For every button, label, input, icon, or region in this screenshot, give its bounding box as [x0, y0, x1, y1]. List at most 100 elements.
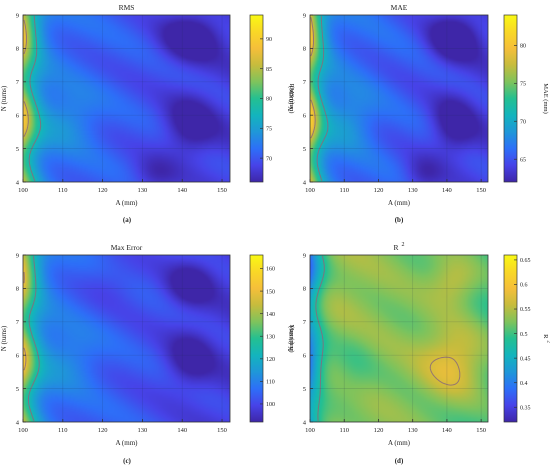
x-tick-label: 140 — [442, 427, 452, 434]
x-tick-label: 130 — [138, 187, 148, 194]
colorbar-tick-label: 75 — [266, 127, 272, 133]
y-tick-label: 7 — [16, 319, 20, 326]
panel-tag: (b) — [395, 216, 404, 224]
y-tick-label: 4 — [16, 179, 20, 186]
x-tick-label: 110 — [58, 427, 68, 434]
colorbar: 0.35 0.4 0.45 0.5 0.55 0.6 0.65 R2 — [503, 254, 550, 423]
y-tick-label: 9 — [303, 12, 306, 19]
colorbar-tick-label: 0.5 — [520, 332, 528, 338]
colorbar-tick-label: 0.6 — [520, 283, 528, 289]
plot-frame — [309, 254, 489, 423]
y-tick-label: 5 — [303, 146, 306, 153]
colorbar-label: Max (mm) — [288, 325, 295, 353]
y-tick-label: 9 — [16, 12, 19, 19]
panel-tag: (a) — [123, 216, 132, 224]
y-tick-label: 9 — [303, 252, 306, 259]
colorbar-tick-label: 80 — [520, 44, 526, 50]
y-tick-label: 9 — [16, 252, 19, 259]
colorbar: 100 110 120 130 140 150 160 Max (mm) — [249, 254, 295, 423]
contour-line-2 — [23, 19, 29, 137]
chart-title: RMS — [119, 3, 135, 12]
y-tick-label: 4 — [303, 179, 307, 186]
y-tick-label: 7 — [303, 79, 307, 86]
x-tick-label: 120 — [98, 427, 108, 434]
colorbar-label: RMS (mm) — [288, 84, 295, 114]
colorbar-tick-label: 0.45 — [520, 356, 531, 362]
x-tick-label: 120 — [374, 427, 384, 434]
y-axis-label: N (turns) — [287, 325, 295, 351]
y-tick-label: 8 — [303, 46, 306, 53]
x-tick-label: 100 — [305, 427, 315, 434]
y-tick-label: 6 — [16, 113, 20, 120]
chart-panel-3: 100 110 120 130 140 150 4 5 6 7 8 9 Max Error A (mm) N… — [0, 243, 295, 465]
y-tick-label: 4 — [16, 419, 20, 426]
plot-frame — [309, 14, 489, 183]
heatmap-field — [310, 255, 488, 422]
colorbar-tick-label: 65 — [520, 157, 526, 163]
chart-panel-4: 100 110 120 130 140 150 4 5 6 7 8 9 R 2 A (mm) N (turns… — [287, 242, 550, 465]
x-tick-label: 150 — [476, 427, 486, 434]
colorbar-tick-label: 0.55 — [520, 307, 531, 313]
x-tick-label: 100 — [305, 187, 315, 194]
contour-line-1 — [315, 255, 325, 422]
contour-line-2 — [429, 356, 461, 386]
colorbar-tick-label: 150 — [266, 289, 275, 295]
x-tick-label: 130 — [408, 427, 418, 434]
x-tick-label: 110 — [58, 187, 68, 194]
colorbar-tick-label: 80 — [266, 97, 272, 103]
y-tick-label: 7 — [16, 79, 20, 86]
colorbar-label: MAE (mm) — [542, 83, 549, 114]
x-axis-label: A (mm) — [116, 199, 139, 207]
x-tick-label: 150 — [217, 427, 227, 434]
colorbar-tick-label: 160 — [266, 267, 275, 273]
colorbar-tick-label: 70 — [520, 119, 526, 125]
x-tick-label: 120 — [374, 187, 384, 194]
x-tick-label: 150 — [476, 187, 486, 194]
colorbar-gradient — [503, 14, 518, 183]
x-axis-label: A (mm) — [388, 199, 411, 207]
heatmap-field — [23, 15, 230, 182]
colorbar-tick-label: 70 — [266, 156, 272, 162]
heatmap-field — [23, 255, 230, 422]
y-tick-label: 5 — [303, 386, 306, 393]
colorbar: 65 70 75 80 MAE (mm) — [503, 14, 549, 183]
title-superscript: 2 — [402, 242, 405, 248]
colorbar-gradient — [503, 254, 518, 423]
y-tick-label: 6 — [303, 353, 307, 360]
contour-line-2 — [23, 271, 27, 371]
panel-tag: (c) — [123, 457, 131, 465]
panel-tag: (d) — [395, 457, 404, 465]
x-tick-label: 100 — [18, 427, 28, 434]
x-tick-label: 120 — [98, 187, 108, 194]
colorbar-tick-label: 130 — [266, 334, 275, 340]
colorbar-tick-label: 85 — [266, 67, 272, 73]
x-tick-label: 130 — [138, 427, 148, 434]
colorbar-tick-label: 140 — [266, 312, 275, 318]
x-axis-label: A (mm) — [388, 439, 411, 447]
y-axis-label: N (turns) — [0, 325, 8, 351]
y-tick-label: 5 — [16, 386, 19, 393]
heatmap-field — [310, 15, 488, 182]
colorbar-tick-label: 75 — [520, 82, 526, 88]
x-axis-label: A (mm) — [116, 439, 139, 447]
x-tick-label: 140 — [177, 187, 187, 194]
y-tick-label: 6 — [16, 353, 20, 360]
y-tick-label: 8 — [303, 286, 306, 293]
colorbar-tick-label: 0.4 — [520, 381, 528, 387]
y-tick-label: 7 — [303, 319, 307, 326]
x-tick-label: 100 — [18, 187, 28, 194]
colorbar-gradient — [249, 254, 264, 423]
y-tick-label: 5 — [16, 146, 19, 153]
chart-title: Max Error — [111, 243, 143, 252]
chart-panel-2: 100 110 120 130 140 150 4 5 6 7 8 9 MAE A (mm) N (turn… — [287, 3, 549, 224]
colorbar-tick-label: 100 — [266, 402, 275, 408]
colorbar-tick-label: 90 — [266, 37, 272, 43]
y-tick-label: 6 — [303, 113, 307, 120]
x-tick-label: 130 — [408, 187, 418, 194]
colorbar-label: R2 — [542, 334, 550, 343]
chart-title: MAE — [391, 3, 408, 12]
plot-frame — [22, 14, 231, 183]
y-tick-label: 8 — [16, 286, 19, 293]
